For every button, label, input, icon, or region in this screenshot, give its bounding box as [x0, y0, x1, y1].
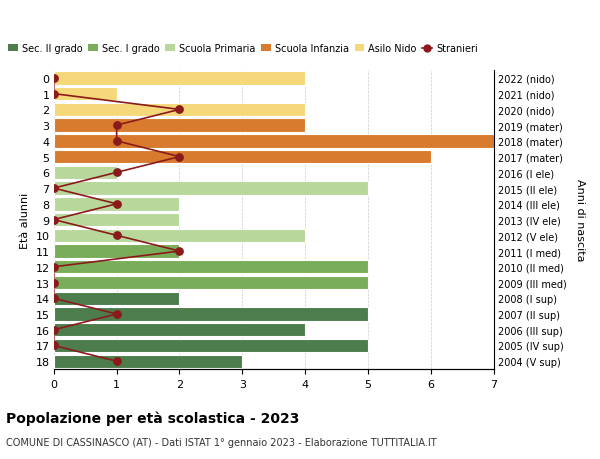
- Bar: [54, 151, 431, 164]
- Bar: [54, 323, 305, 337]
- Bar: [54, 103, 305, 117]
- Point: [49, 216, 59, 224]
- Point: [49, 326, 59, 334]
- Point: [112, 201, 121, 208]
- Point: [112, 358, 121, 365]
- Point: [49, 263, 59, 271]
- Bar: [54, 88, 116, 101]
- Point: [49, 279, 59, 286]
- Text: Popolazione per età scolastica - 2023: Popolazione per età scolastica - 2023: [6, 411, 299, 425]
- Point: [112, 138, 121, 145]
- Point: [112, 232, 121, 240]
- Bar: [54, 135, 494, 148]
- Legend: Sec. II grado, Sec. I grado, Scuola Primaria, Scuola Infanzia, Asilo Nido, Stran: Sec. II grado, Sec. I grado, Scuola Prim…: [4, 40, 482, 58]
- Bar: [54, 182, 368, 196]
- Point: [175, 154, 184, 161]
- Point: [49, 75, 59, 83]
- Bar: [54, 292, 179, 305]
- Point: [175, 248, 184, 255]
- Bar: [54, 276, 368, 290]
- Point: [112, 122, 121, 129]
- Point: [175, 106, 184, 114]
- Point: [49, 91, 59, 98]
- Bar: [54, 72, 305, 85]
- Point: [112, 169, 121, 177]
- Bar: [54, 339, 368, 353]
- Bar: [54, 166, 116, 179]
- Bar: [54, 213, 179, 227]
- Bar: [54, 308, 368, 321]
- Bar: [54, 261, 368, 274]
- Bar: [54, 119, 305, 133]
- Bar: [54, 198, 179, 211]
- Point: [49, 342, 59, 349]
- Bar: [54, 245, 179, 258]
- Y-axis label: Età alunni: Età alunni: [20, 192, 30, 248]
- Bar: [54, 355, 242, 368]
- Point: [49, 185, 59, 192]
- Point: [112, 311, 121, 318]
- Text: COMUNE DI CASSINASCO (AT) - Dati ISTAT 1° gennaio 2023 - Elaborazione TUTTITALIA: COMUNE DI CASSINASCO (AT) - Dati ISTAT 1…: [6, 437, 437, 447]
- Bar: [54, 229, 305, 242]
- Y-axis label: Anni di nascita: Anni di nascita: [575, 179, 585, 261]
- Point: [49, 295, 59, 302]
